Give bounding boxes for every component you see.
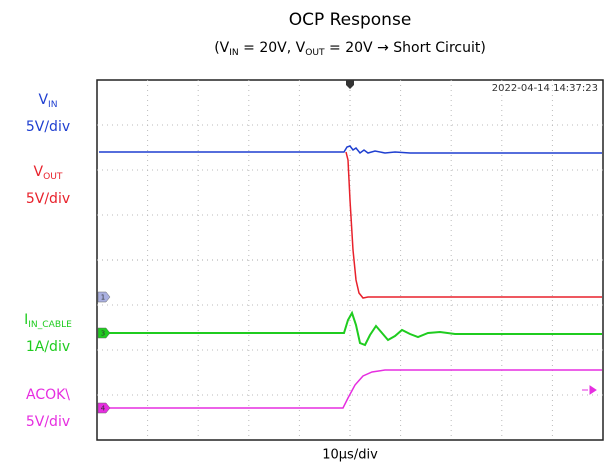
channel-scale: 5V/div <box>26 414 70 430</box>
subscript: IN_CABLE <box>28 320 72 330</box>
grid <box>97 80 603 440</box>
text-part: ACOK\ <box>26 387 70 403</box>
timestamp: 2022-04-14 14:37:23 <box>492 83 598 94</box>
text-part: = 20V, V <box>239 40 306 56</box>
subscript: IN <box>229 48 239 58</box>
text-part: V <box>34 164 44 180</box>
trigger-marker <box>346 80 354 89</box>
channel-name: IIN_CABLE <box>24 312 72 330</box>
iin-trace <box>99 310 602 347</box>
channel-name: VOUT <box>34 164 63 182</box>
channel-marker <box>97 402 111 414</box>
marker-label: 4 <box>101 405 106 413</box>
marker-label: 1 <box>101 294 105 302</box>
title: OCP Response <box>289 10 412 30</box>
text-part: V <box>38 92 48 108</box>
subtitle: (VIN = 20V, VOUT = 20V → Short Circuit) <box>214 40 486 58</box>
channel-labels: VIN5V/divVOUT5V/divIIN_CABLE1A/divACOK\5… <box>24 92 72 430</box>
channel-scale: 5V/div <box>26 191 70 207</box>
subscript: OUT <box>305 48 325 58</box>
text-part: I <box>24 312 28 328</box>
channel-name: VIN <box>38 92 57 110</box>
text-part: (V <box>214 40 229 56</box>
channel-markers: 1 3 4 <box>97 291 111 414</box>
vout-trace <box>345 151 602 299</box>
subscript: IN <box>48 100 58 110</box>
ref-arrow <box>582 385 597 395</box>
subscript: OUT <box>43 172 63 182</box>
marker-label: 3 <box>101 330 105 338</box>
vin-trace <box>99 145 602 155</box>
channel-name: ACOK\ <box>26 387 70 403</box>
channel-marker <box>97 291 111 303</box>
text-part: = 20V → Short Circuit) <box>325 40 486 56</box>
channel-scale: 5V/div <box>26 119 70 135</box>
timebase: 10µs/div <box>322 448 378 463</box>
channel-scale: 1A/div <box>26 339 70 355</box>
acok-trace <box>99 369 602 409</box>
channel-marker <box>97 327 111 339</box>
